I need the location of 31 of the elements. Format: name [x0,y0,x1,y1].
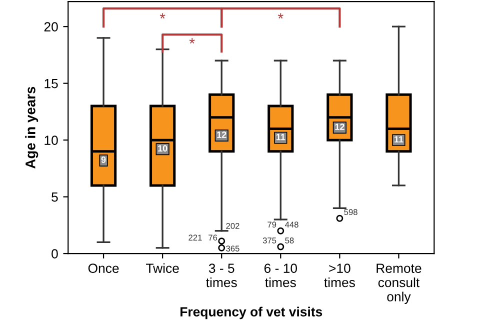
annotation: 221 [188,234,202,240]
annotation: 375 [262,238,276,244]
x-tick-label: Once [88,264,119,273]
y-tick-label: 20 [44,22,58,32]
annotation: * [160,13,166,19]
annotation: 12 [335,124,344,130]
annotation: 11 [394,136,404,142]
y-axis-title: Age in years [25,86,38,169]
y-tick-label: 5 [52,192,58,202]
annotation: 9 [101,156,106,163]
x-tick-label: 3 - 5 times [206,264,237,288]
annotation: * [278,13,284,19]
x-axis-title: Frequency of vet visits [180,306,322,320]
annotation: 79 [268,222,276,228]
x-tick-label: 6 - 10 times [264,264,297,288]
annotation: 365 [226,246,240,252]
annotation: 202 [226,223,240,229]
annotation: * [189,38,195,44]
annotation: 10 [158,145,168,152]
annotation: 12 [217,132,226,138]
annotation: 448 [285,222,298,228]
x-tick-label: Remote consult only [376,264,422,304]
annotation: 11 [276,134,286,140]
annotation: 58 [285,238,294,244]
annotation: 76 [208,234,218,241]
x-tick-label: >10 times [324,264,355,288]
y-tick-label: 15 [44,79,58,88]
annotation: 598 [344,209,358,216]
y-tick-label: 10 [44,136,58,145]
x-tick-label: Twice [146,263,179,273]
y-tick-label: 0 [52,249,58,258]
